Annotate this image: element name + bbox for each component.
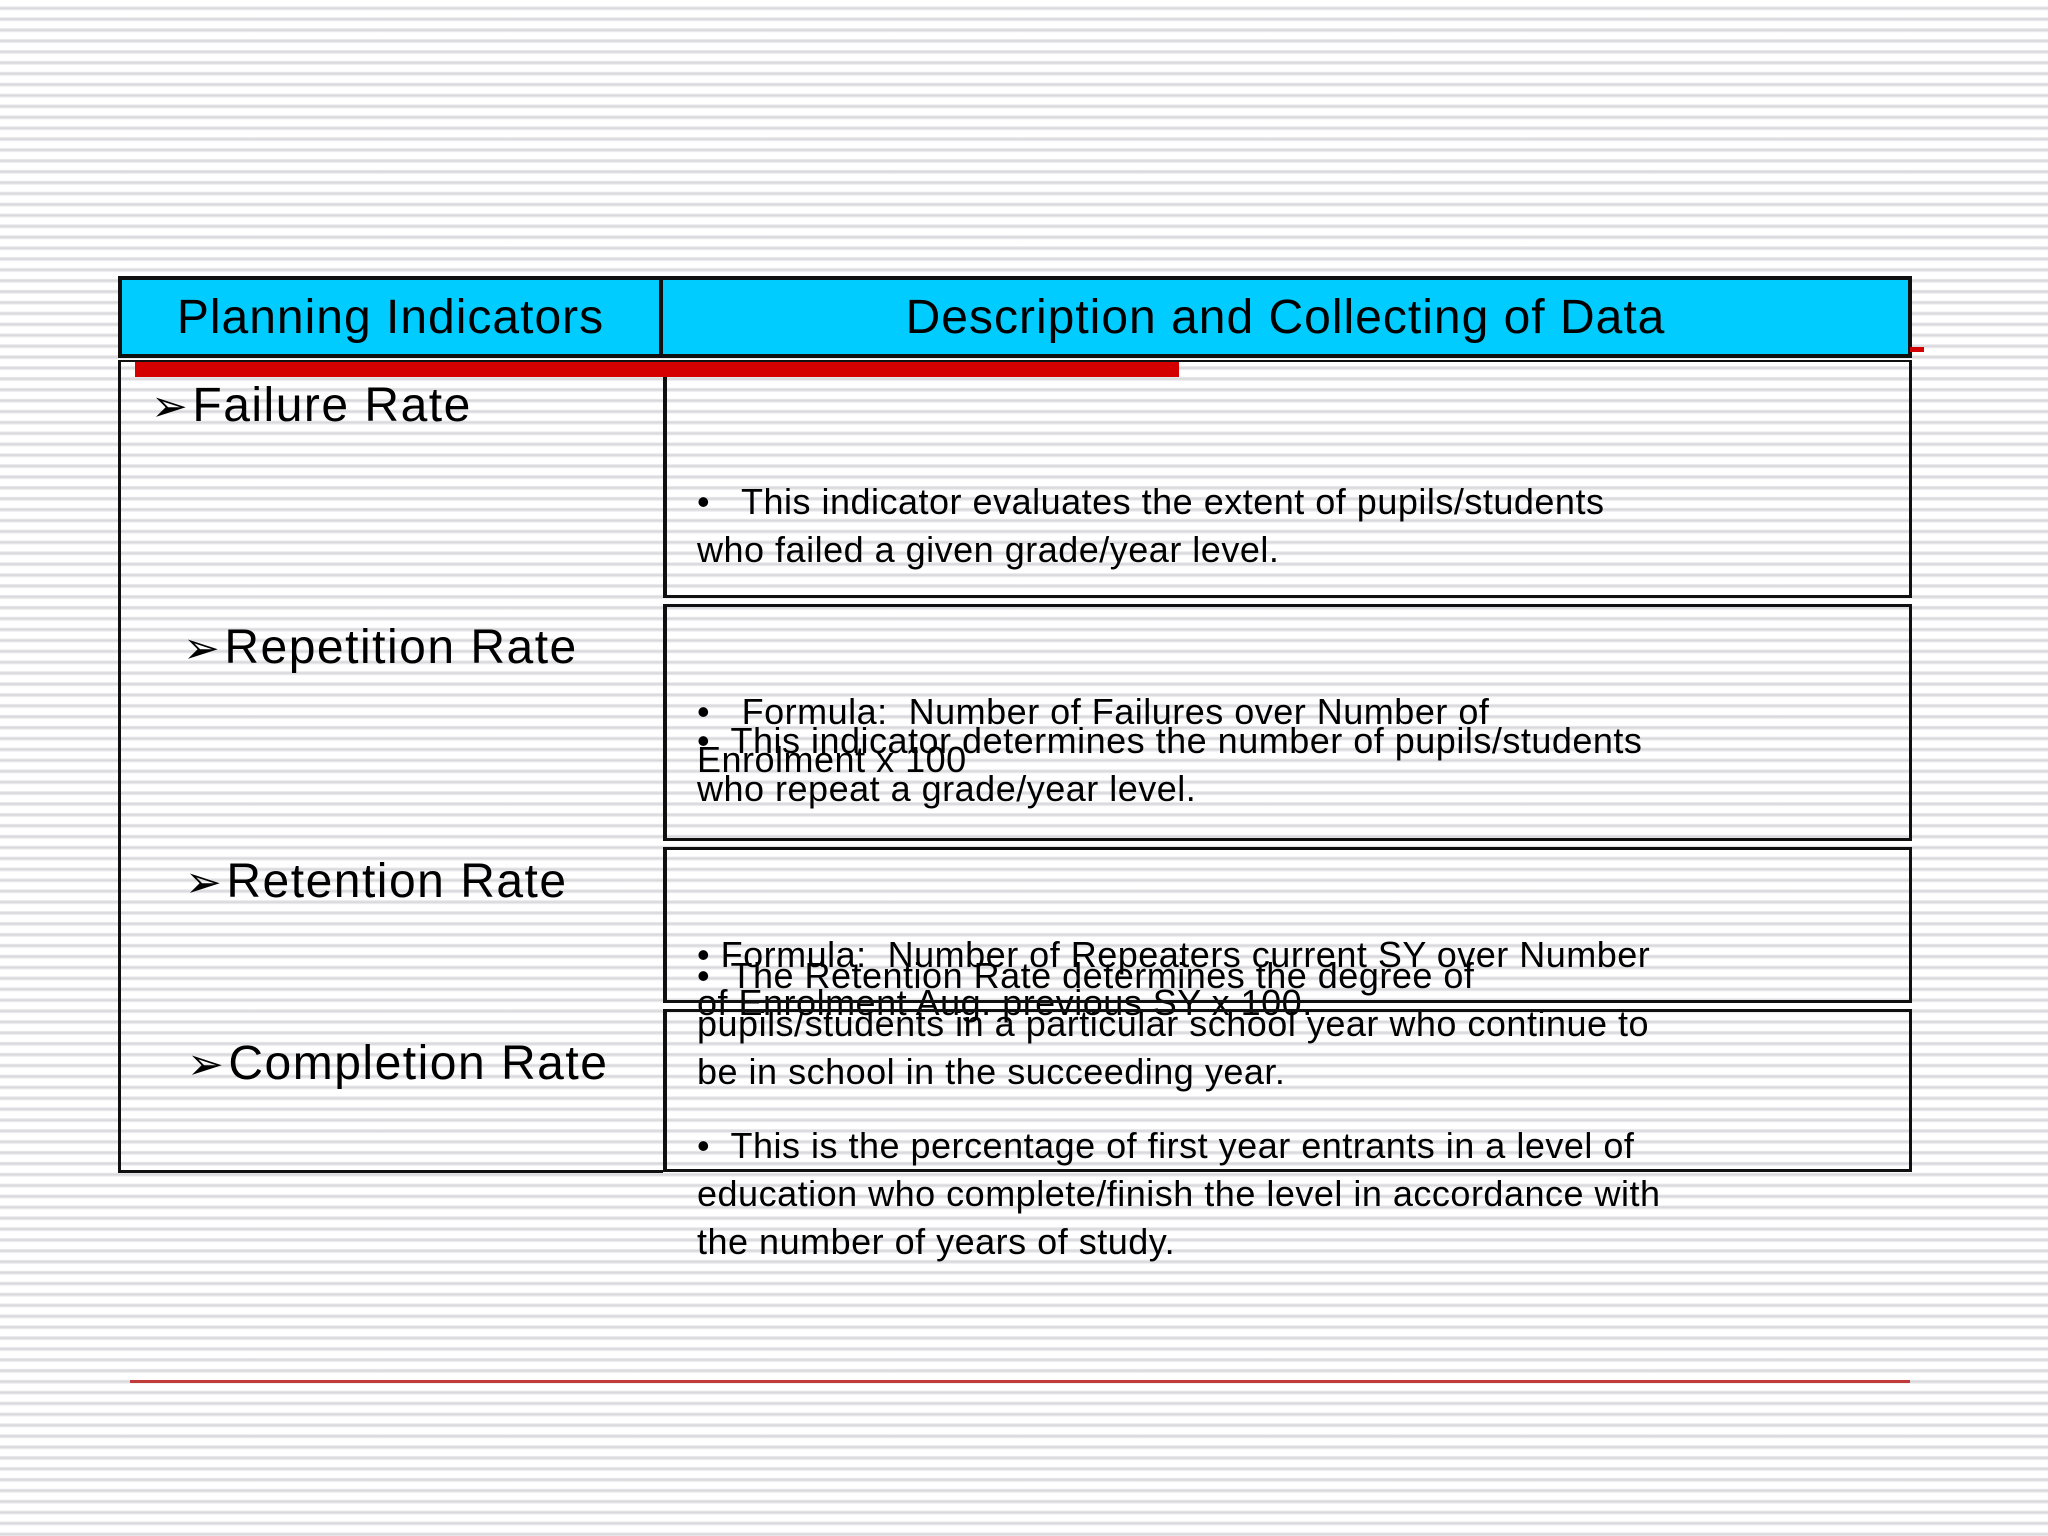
indicator-label: Completion Rate [228, 1037, 609, 1090]
planning-indicators-header-label: Planning Indicators [176, 290, 605, 344]
description-column: • This indicator evaluates the extent of… [663, 360, 1912, 1262]
description-cell-retention-rate: • The Retention Rate determines the degr… [663, 847, 1912, 1092]
arrow-bullet-icon: ➢ [183, 623, 222, 674]
indicator-label: Retention Rate [226, 855, 568, 908]
red-accent-bar [135, 362, 1179, 377]
header-cell-description: Description and Collecting of Data [663, 280, 1908, 354]
red-accent-dash [1910, 347, 1924, 352]
arrow-bullet-icon: ➢ [187, 1039, 226, 1090]
indicator-repetition-rate: ➢Repetition Rate [183, 620, 578, 675]
header-cell-planning-indicators: Planning Indicators [122, 280, 663, 354]
description-paragraph: • This indicator determines the number o… [697, 720, 1643, 809]
table-body: ➢Failure Rate ➢Repetition Rate ➢Retentio… [118, 360, 1912, 1262]
description-cell-completion-rate: • This is the percentage of first year e… [663, 1009, 1912, 1262]
description-cell-failure-rate: • This indicator evaluates the extent of… [663, 360, 1912, 780]
description-cell-repetition-rate: • This indicator determines the number o… [663, 604, 1912, 1023]
arrow-bullet-icon: ➢ [185, 857, 224, 908]
footer-divider-line [130, 1380, 1910, 1383]
indicator-label: Repetition Rate [224, 621, 578, 674]
indicator-failure-rate: ➢Failure Rate [151, 378, 472, 433]
indicator-column: ➢Failure Rate ➢Repetition Rate ➢Retentio… [118, 360, 663, 1173]
indicator-label: Failure Rate [192, 379, 472, 432]
indicators-table: Planning Indicators Description and Coll… [118, 276, 1924, 1262]
indicator-completion-rate: ➢Completion Rate [187, 1036, 608, 1091]
indicator-retention-rate: ➢Retention Rate [185, 854, 568, 909]
formula-paragraph: • Formula: Number of Failures over Numbe… [697, 691, 1490, 780]
description-header-label: Description and Collecting of Data [905, 290, 1666, 344]
arrow-bullet-icon: ➢ [151, 381, 190, 432]
table-header-row: Planning Indicators Description and Coll… [118, 276, 1912, 358]
description-paragraph: • This indicator evaluates the extent of… [697, 481, 1605, 570]
description-paragraph: • This is the percentage of first year e… [697, 1125, 1661, 1262]
